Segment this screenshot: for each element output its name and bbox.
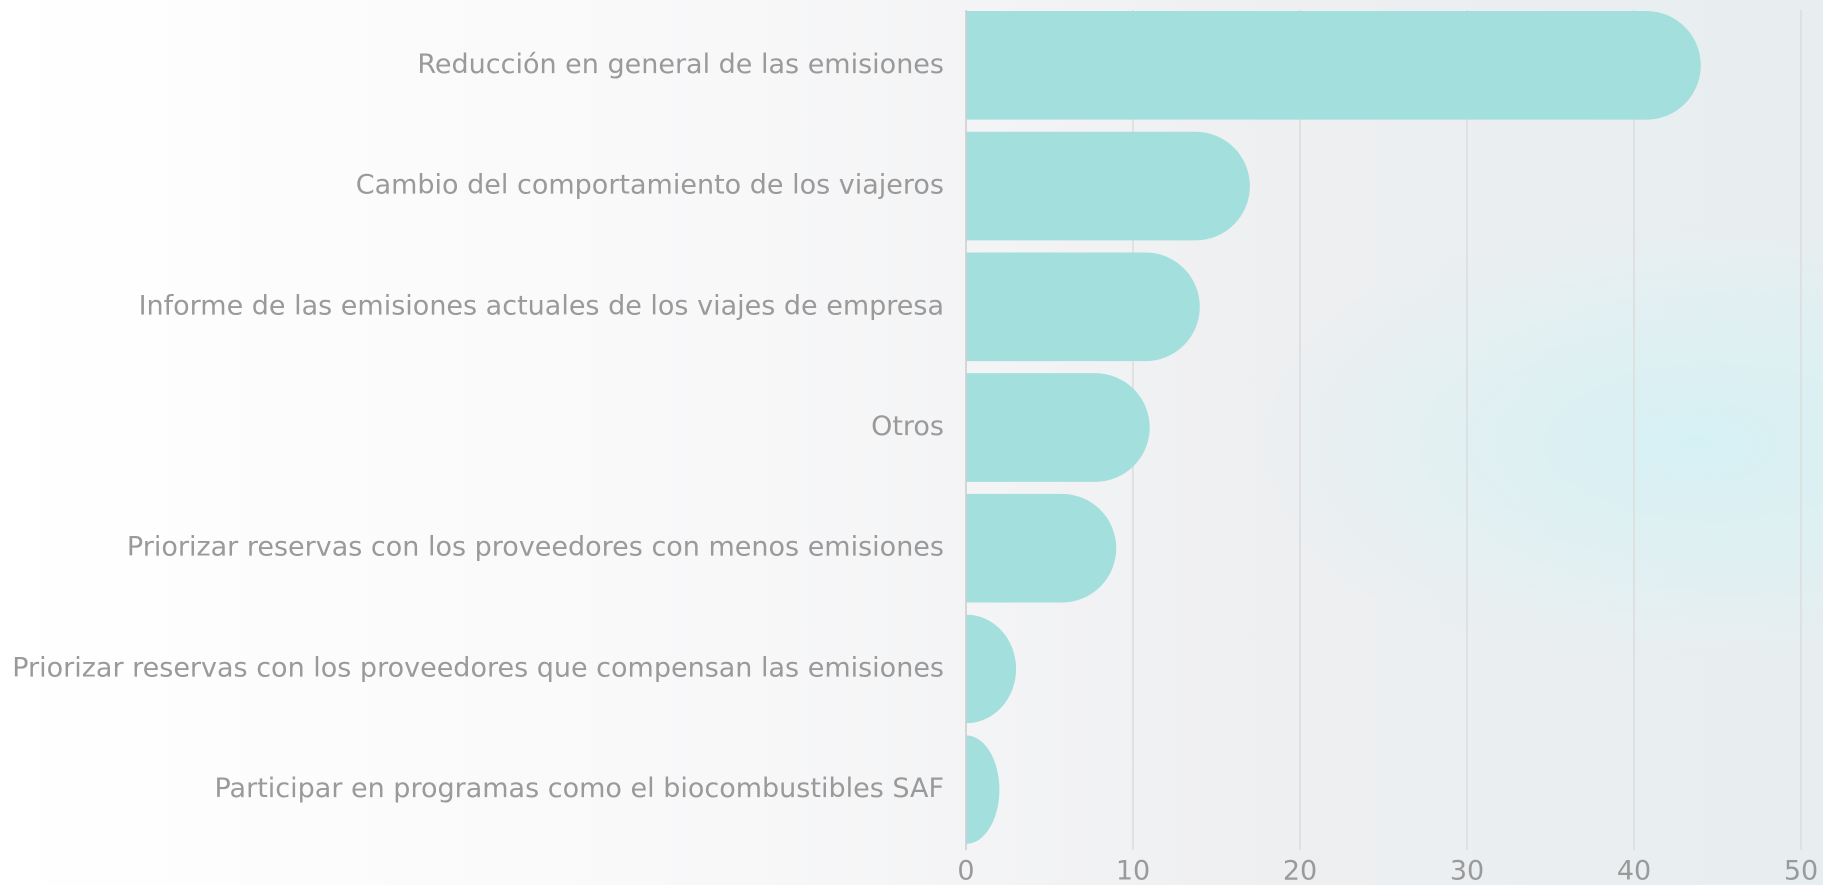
background-glow [0, 0, 1823, 885]
x-tick-label: 40 [1617, 856, 1651, 885]
bar [966, 132, 1250, 241]
y-tick-label: Participar en programas como el biocombu… [214, 773, 944, 804]
y-tick-label: Priorizar reservas con los proveedores c… [127, 532, 944, 563]
y-tick-label: Informe de las emisiones actuales de los… [139, 290, 944, 321]
bar [966, 494, 1116, 603]
x-tick-label: 10 [1116, 856, 1150, 885]
y-tick-label: Cambio del comportamiento de los viajero… [356, 170, 944, 201]
x-tick-label: 20 [1283, 856, 1317, 885]
bar [966, 252, 1200, 361]
x-tick-label: 30 [1450, 856, 1484, 885]
x-tick-label: 50 [1784, 856, 1818, 885]
y-tick-label: Otros [871, 411, 944, 442]
bar [966, 11, 1701, 120]
y-tick-label: Reducción en general de las emisiones [417, 49, 944, 80]
x-tick-label: 0 [957, 856, 974, 885]
chart: 0 10 20 30 40 50 Reducción en general de las e… [0, 0, 1823, 885]
y-tick-label: Priorizar reservas con los proveedores q… [12, 652, 944, 683]
bar [966, 373, 1150, 482]
